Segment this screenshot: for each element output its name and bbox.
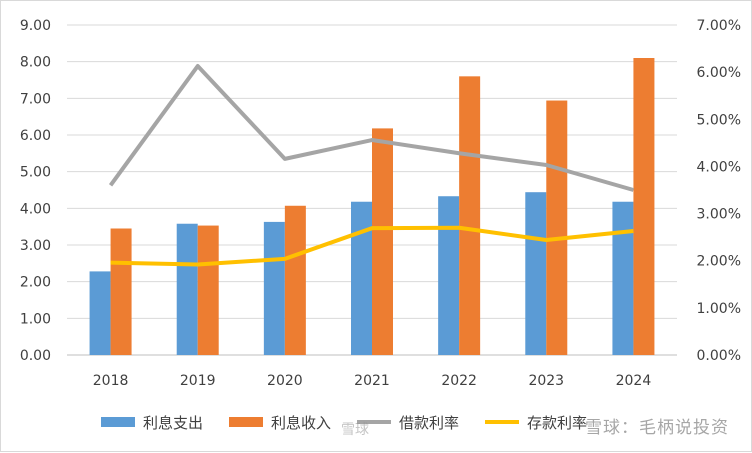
- x-tick-label: 2018: [93, 373, 129, 389]
- legend-item-interest-income: 利息收入: [229, 412, 331, 433]
- left-tick-label: 9.00: [20, 18, 51, 34]
- left-tick-label: 5.00: [20, 165, 51, 181]
- bar-利息收入-2018: [111, 229, 132, 356]
- legend-swatch-deposit-rate: [485, 420, 519, 424]
- right-tick-label: 5.00%: [697, 112, 741, 128]
- bar-利息支出-2021: [351, 202, 372, 355]
- watermark: 雪球：毛柄说投资: [585, 413, 729, 438]
- bar-利息收入-2021: [372, 128, 393, 355]
- left-tick-label: 8.00: [20, 55, 51, 71]
- x-tick-label: 2019: [180, 373, 216, 389]
- legend-swatch-interest-income: [229, 417, 263, 427]
- left-tick-label: 7.00: [20, 91, 51, 107]
- legend-swatch-interest-expense: [101, 417, 135, 427]
- right-tick-label: 7.00%: [697, 18, 741, 34]
- bars: [90, 58, 655, 355]
- legend-item-deposit-rate: 存款利率: [485, 412, 587, 433]
- left-tick-label: 1.00: [20, 311, 51, 327]
- x-tick-label: 2022: [441, 373, 477, 389]
- bar-利息收入-2024: [633, 58, 654, 355]
- bar-利息支出-2022: [438, 196, 459, 355]
- right-tick-label: 4.00%: [697, 159, 741, 175]
- left-tick-label: 4.00: [20, 201, 51, 217]
- x-tick-label: 2023: [528, 373, 564, 389]
- bar-利息收入-2023: [546, 101, 567, 355]
- left-tick-label: 3.00: [20, 238, 51, 254]
- right-axis-ticks: 0.00% 1.00% 2.00% 3.00% 4.00% 5.00% 6.00% 7.00%: [697, 18, 741, 364]
- right-tick-label: 2.00%: [697, 254, 741, 270]
- right-tick-label: 3.00%: [697, 207, 741, 223]
- left-axis-ticks: 0.00 1.00 2.00 3.00 4.00 5.00 6.00 7.00 8.00 9.00: [20, 18, 51, 364]
- bar-利息支出-2018: [90, 271, 111, 355]
- x-tick-label: 2024: [616, 373, 652, 389]
- left-tick-label: 2.00: [20, 275, 51, 291]
- right-tick-label: 6.00%: [697, 65, 741, 81]
- bar-利息收入-2020: [285, 206, 306, 355]
- bar-利息支出-2020: [264, 222, 285, 355]
- right-tick-label: 1.00%: [697, 301, 741, 317]
- legend-label-interest-expense: 利息支出: [143, 412, 203, 433]
- left-tick-label: 6.00: [20, 128, 51, 144]
- legend-label-loan-rate: 借款利率: [399, 412, 459, 433]
- right-tick-label: 0.00%: [697, 348, 741, 364]
- x-axis-ticks: 2018 2019 2020 2021 2022 2023 2024: [93, 373, 652, 389]
- left-tick-label: 0.00: [20, 348, 51, 364]
- legend-label-interest-income: 利息收入: [271, 412, 331, 433]
- legend-label-deposit-rate: 存款利率: [527, 412, 587, 433]
- bar-利息支出-2024: [612, 202, 633, 355]
- legend-item-interest-expense: 利息支出: [101, 412, 203, 433]
- x-tick-label: 2021: [354, 373, 390, 389]
- bar-利息支出-2019: [177, 224, 198, 355]
- legend-item-loan-rate: 借款利率: [357, 412, 459, 433]
- watermark-small: 雪球: [341, 419, 369, 439]
- bar-利息收入-2022: [459, 76, 480, 355]
- x-tick-label: 2020: [267, 373, 303, 389]
- bar-利息支出-2023: [525, 192, 546, 355]
- bar-利息收入-2019: [198, 226, 219, 355]
